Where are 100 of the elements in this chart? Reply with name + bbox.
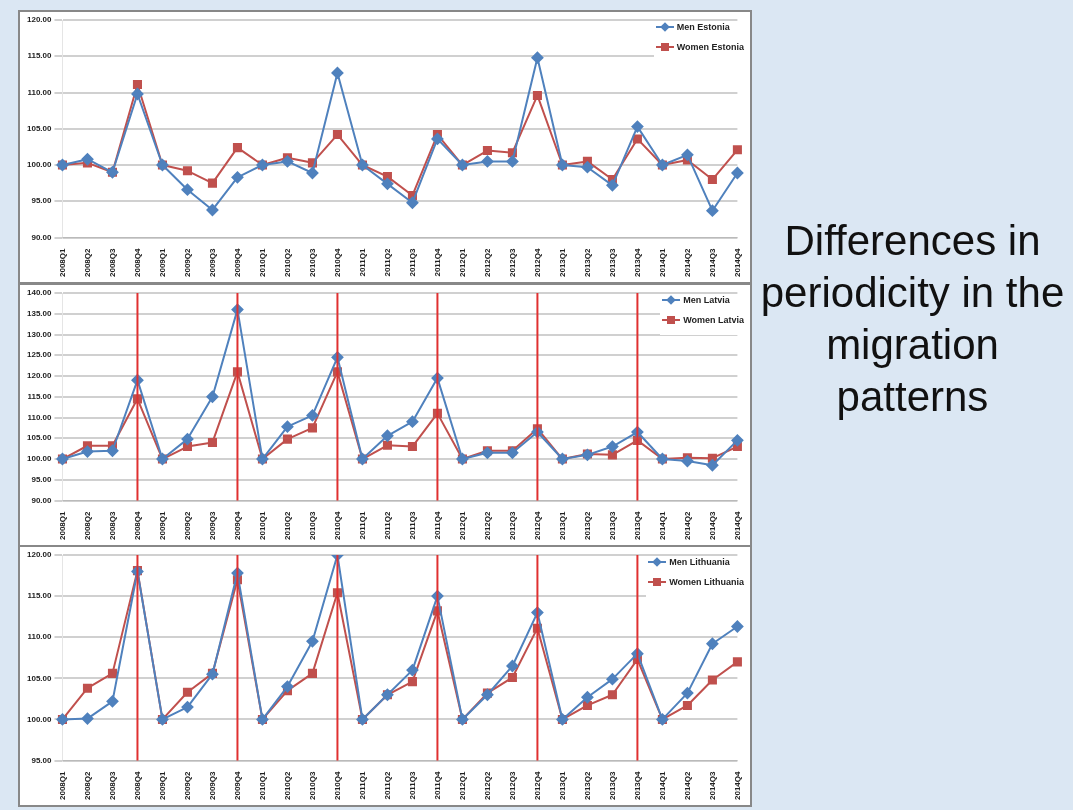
x-tick-label: 2009Q2 [182,510,192,540]
x-tick-label: 2011Q4 [432,247,442,277]
legend-label: Women Lithuania [669,577,744,587]
y-tick-label: 115.00 [27,51,53,61]
x-tick-label: 2009Q1 [157,510,167,540]
x-tick-label: 2014Q1 [657,770,667,800]
x-tick-label: 2009Q4 [232,770,242,800]
x-tick-label: 2008Q1 [57,247,67,277]
x-tick-label: 2012Q3 [507,247,517,277]
y-tick-label: 125.00 [27,350,53,360]
x-tick-label: 2009Q4 [232,510,242,540]
x-tick-label: 2013Q4 [632,510,642,540]
x-tick-label: 2010Q4 [332,770,342,800]
x-tick-label: 2013Q3 [607,770,617,800]
x-tick-label: 2009Q2 [182,247,192,277]
y-tick-label: 135.00 [27,308,53,318]
x-tick-label: 2012Q4 [532,247,542,277]
y-tick-label: 115.00 [27,591,53,601]
x-tick-label: 2012Q4 [532,510,542,540]
x-tick-label: 2009Q3 [207,510,217,540]
x-tick-label: 2012Q4 [532,770,542,800]
x-tick-label: 2008Q4 [132,247,142,277]
x-tick-label: 2014Q1 [657,247,667,277]
x-tick-label: 2012Q2 [482,247,492,277]
y-tick-label: 105.00 [27,123,53,133]
x-tick-label: 2013Q3 [607,510,617,540]
x-tick-label: 2010Q4 [332,247,342,277]
x-tick-label: 2011Q2 [382,510,392,540]
x-tick-label: 2009Q4 [232,247,242,277]
x-tick-label: 2010Q2 [282,247,292,277]
x-tick-label: 2011Q4 [432,510,442,540]
x-tick-label: 2012Q1 [457,770,467,800]
x-tick-label: 2012Q2 [482,510,492,540]
y-tick-label: 105.00 [27,673,53,683]
x-tick-label: 2011Q1 [357,510,367,540]
x-tick-label: 2014Q2 [682,247,692,277]
y-tick-label: 120.00 [27,15,53,25]
x-tick-label: 2008Q3 [107,247,117,277]
x-tick-label: 2011Q1 [357,247,367,277]
y-tick-label: 90.00 [31,495,53,505]
text: Differences in periodicity in the migration patterns [760,216,1065,422]
x-tick-label: 2014Q1 [657,510,667,540]
y-tick-label: 110.00 [27,632,53,642]
y-tick-label: 105.00 [27,433,53,443]
x-tick-label: 2011Q2 [382,770,392,800]
x-tick-label: 2013Q2 [582,247,592,277]
x-tick-label: 2010Q1 [257,770,267,800]
x-tick-label: 2008Q1 [57,770,67,800]
y-tick-label: 95.00 [31,755,53,765]
x-tick-label: 2013Q1 [557,510,567,540]
x-tick-label: 2011Q1 [357,770,367,800]
x-tick-label: 2012Q1 [457,247,467,277]
x-tick-label: 2009Q2 [182,770,192,800]
x-tick-label: 2012Q3 [507,510,517,540]
x-tick-label: 2014Q2 [682,510,692,540]
legend-label: Men Estonia [676,22,730,32]
x-tick-label: 2013Q3 [607,247,617,277]
x-tick-label: 2014Q3 [707,770,717,800]
y-tick-label: 100.00 [27,454,53,464]
x-tick-label: 2009Q3 [207,770,217,800]
legend-label: Women Latvia [683,315,744,325]
x-tick-label: 2010Q1 [257,247,267,277]
x-tick-label: 2010Q2 [282,770,292,800]
y-tick-label: 115.00 [27,391,53,401]
x-tick-label: 2008Q4 [132,770,142,800]
x-tick-label: 2014Q4 [732,247,742,277]
x-tick-label: 2014Q3 [707,247,717,277]
x-tick-label: 2013Q2 [582,510,592,540]
y-tick-label: 95.00 [31,474,53,484]
x-tick-label: 2010Q3 [307,247,317,277]
y-tick-label: 120.00 [27,371,53,381]
y-tick-label: 120.00 [27,550,53,560]
x-tick-label: 2009Q1 [157,770,167,800]
x-tick-label: 2010Q3 [307,510,317,540]
y-tick-label: 95.00 [31,196,53,206]
legend-label: Men Latvia [683,295,730,305]
y-tick-label: 100.00 [27,714,53,724]
x-tick-label: 2014Q4 [732,770,742,800]
x-tick-label: 2008Q2 [82,770,92,800]
x-tick-label: 2008Q4 [132,510,142,540]
y-tick-label: 110.00 [27,412,53,422]
x-tick-label: 2012Q3 [507,770,517,800]
x-tick-label: 2008Q2 [82,510,92,540]
x-tick-label: 2011Q2 [382,247,392,277]
x-tick-label: 2008Q1 [57,510,67,540]
x-tick-label: 2013Q4 [632,770,642,800]
x-tick-label: 2010Q3 [307,770,317,800]
x-tick-label: 2011Q3 [407,247,417,277]
y-tick-label: 90.00 [31,232,53,242]
x-tick-label: 2009Q1 [157,247,167,277]
x-tick-label: 2010Q4 [332,510,342,540]
y-tick-label: 130.00 [27,329,53,339]
legend-label: Men Lithuania [669,557,730,567]
x-tick-label: 2014Q2 [682,770,692,800]
x-tick-label: 2013Q1 [557,247,567,277]
y-tick-label: 140.00 [27,288,53,298]
x-tick-label: 2011Q3 [407,510,417,540]
x-tick-label: 2008Q3 [107,770,117,800]
x-tick-label: 2010Q1 [257,510,267,540]
x-tick-label: 2013Q4 [632,247,642,277]
